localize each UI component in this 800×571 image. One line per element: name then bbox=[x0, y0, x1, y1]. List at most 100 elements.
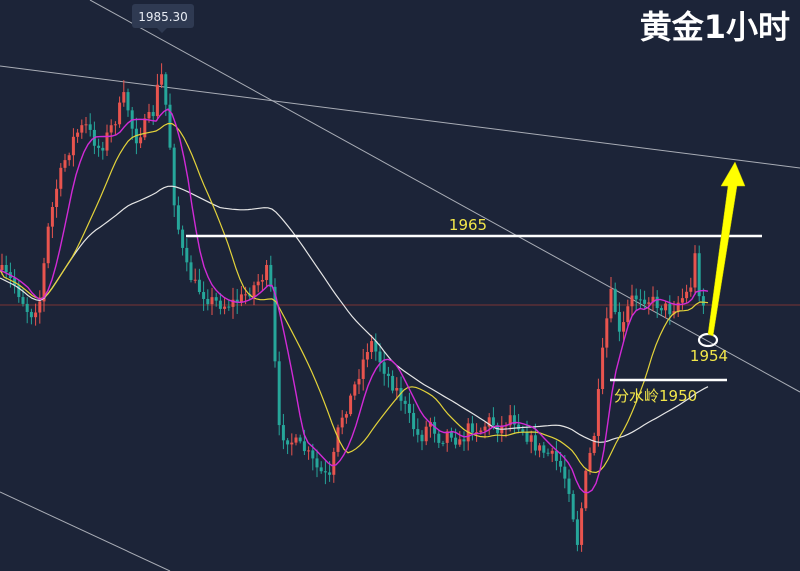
candle-body bbox=[575, 519, 579, 545]
candle-body bbox=[458, 439, 462, 445]
candle-body bbox=[260, 280, 264, 282]
candle-body bbox=[508, 415, 512, 426]
candle-body bbox=[512, 415, 516, 425]
candle-body bbox=[470, 423, 474, 433]
candle-body bbox=[344, 414, 348, 418]
candle-body bbox=[395, 387, 399, 391]
candle-body bbox=[571, 493, 575, 520]
candle-body bbox=[428, 422, 432, 427]
candle-body bbox=[546, 452, 550, 454]
resistance-label: 1965 bbox=[449, 216, 487, 234]
candle-body bbox=[147, 112, 151, 119]
candle-body bbox=[357, 378, 361, 385]
candle-body bbox=[71, 136, 75, 156]
candle-body bbox=[475, 432, 479, 434]
candle-body bbox=[613, 288, 617, 312]
candle-body bbox=[521, 429, 525, 433]
falling-trendline bbox=[89, 0, 800, 393]
candle-body bbox=[151, 112, 155, 117]
candle-body bbox=[290, 442, 294, 445]
candle-body bbox=[0, 265, 4, 270]
candle-body bbox=[59, 167, 63, 189]
candle-body bbox=[118, 102, 122, 125]
candle-body bbox=[449, 431, 453, 438]
candle-body bbox=[378, 351, 382, 363]
candle-body bbox=[311, 450, 315, 459]
candle-body bbox=[617, 311, 621, 332]
candle-body bbox=[693, 253, 697, 288]
candle-body bbox=[592, 435, 596, 453]
candle-body bbox=[21, 297, 25, 304]
candle-body bbox=[50, 206, 54, 227]
candle-body bbox=[437, 433, 441, 443]
candle-body bbox=[126, 92, 130, 111]
candle-body bbox=[67, 155, 71, 161]
candle-body bbox=[365, 352, 369, 360]
candle-body bbox=[17, 285, 21, 298]
candle-body bbox=[554, 450, 558, 461]
candle-body bbox=[265, 264, 269, 281]
candle-body bbox=[164, 74, 168, 105]
candle-body bbox=[689, 287, 693, 292]
candle-body bbox=[638, 299, 642, 301]
candle-body bbox=[181, 229, 185, 248]
candle-body bbox=[323, 471, 327, 473]
candle-body bbox=[349, 395, 353, 415]
lower-channel-line bbox=[0, 491, 171, 571]
ma-mid-line bbox=[0, 123, 709, 474]
candle-body bbox=[80, 125, 84, 133]
candle-body bbox=[244, 294, 248, 296]
candle-body bbox=[668, 303, 672, 315]
candle-body bbox=[55, 188, 59, 207]
candle-body bbox=[84, 124, 88, 126]
candle-body bbox=[239, 294, 243, 303]
candle-body bbox=[340, 417, 344, 428]
candle-body bbox=[386, 373, 390, 376]
candle-body bbox=[231, 299, 235, 307]
candle-body bbox=[412, 412, 416, 430]
candle-body bbox=[563, 466, 567, 479]
candle-body bbox=[433, 422, 437, 434]
candle-body bbox=[256, 281, 260, 286]
candle-body bbox=[172, 147, 176, 206]
candle-body bbox=[97, 145, 101, 148]
candle-body bbox=[685, 291, 689, 299]
high-price-tooltip bbox=[132, 4, 194, 28]
candle-body bbox=[559, 460, 563, 467]
candle-body bbox=[407, 403, 411, 413]
candle-body bbox=[701, 296, 705, 306]
candle-body bbox=[63, 160, 67, 168]
candle-body bbox=[185, 247, 189, 263]
candle-body bbox=[319, 467, 323, 472]
candle-body bbox=[109, 125, 113, 133]
candle-body bbox=[294, 437, 298, 443]
candle-body bbox=[391, 375, 395, 391]
chart-title: 黄金1小时 bbox=[640, 8, 790, 46]
candle-body bbox=[214, 297, 218, 301]
upper-trendline bbox=[0, 65, 800, 169]
candle-body bbox=[277, 361, 281, 426]
candle-body bbox=[76, 132, 80, 137]
candle-body bbox=[483, 426, 487, 431]
candle-body bbox=[370, 341, 374, 353]
candle-body bbox=[273, 286, 277, 362]
ma-fast-line bbox=[0, 108, 709, 494]
candle-body bbox=[328, 472, 332, 475]
candle-body bbox=[634, 295, 638, 300]
candle-body bbox=[643, 299, 647, 304]
candle-body bbox=[139, 137, 143, 144]
candle-body bbox=[101, 147, 105, 151]
candle-body bbox=[420, 434, 424, 442]
candle-body bbox=[336, 427, 340, 452]
candle-body bbox=[630, 295, 634, 307]
candle-body bbox=[332, 451, 336, 475]
candle-body bbox=[609, 288, 613, 319]
candle-body bbox=[13, 278, 17, 286]
watershed-label: 分水岭1950 bbox=[614, 387, 697, 405]
candle-body bbox=[517, 424, 521, 430]
candle-body bbox=[281, 425, 285, 441]
candle-body bbox=[227, 306, 231, 308]
candle-body bbox=[538, 445, 542, 451]
candle-body bbox=[168, 104, 172, 148]
candle-body bbox=[533, 435, 537, 451]
